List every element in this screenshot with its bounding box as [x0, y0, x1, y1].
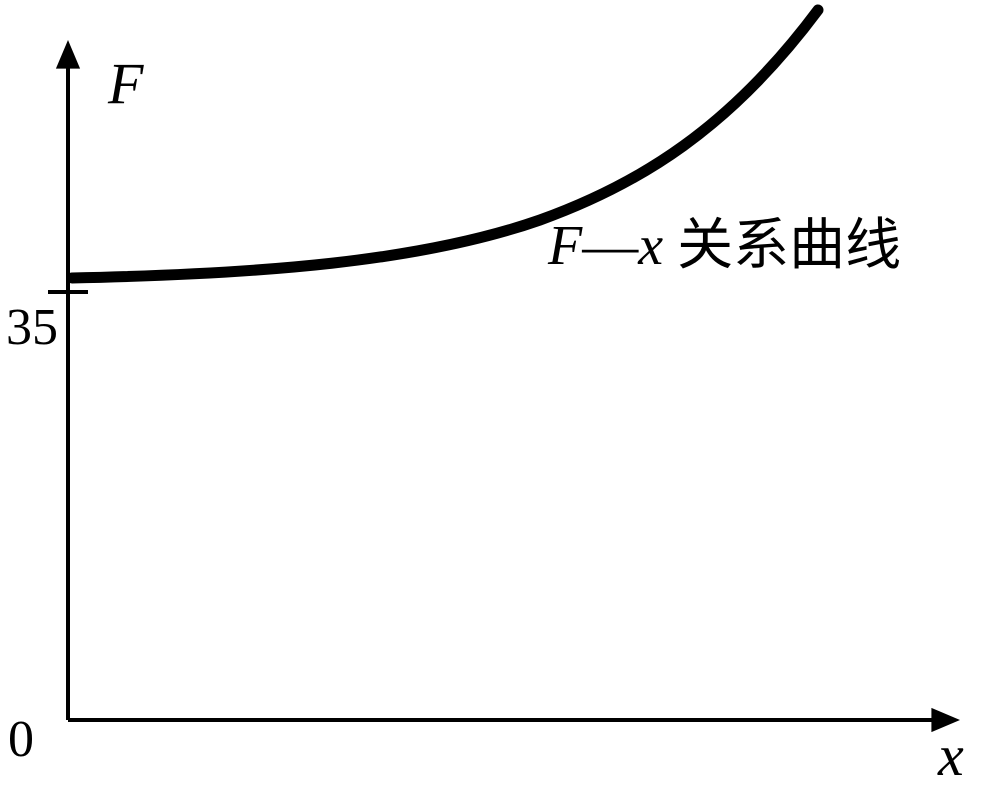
curve-label-cn: 关系曲线: [663, 215, 901, 277]
x-axis: [68, 708, 960, 732]
curve-label-F: F: [548, 215, 582, 277]
curve-label-x: x: [638, 215, 663, 277]
y-axis: [56, 40, 80, 720]
curve-label-dash: —: [582, 215, 638, 277]
origin-label: 0: [8, 710, 34, 769]
fx-relation-chart: F x 0 35 F—x 关系曲线: [0, 0, 1000, 792]
y-tick-label-35: 35: [6, 298, 58, 357]
chart-svg: [0, 0, 1000, 792]
x-axis-label: x: [938, 722, 964, 789]
y-axis-label: F: [108, 50, 143, 117]
curve-annotation-label: F—x 关系曲线: [548, 200, 901, 281]
